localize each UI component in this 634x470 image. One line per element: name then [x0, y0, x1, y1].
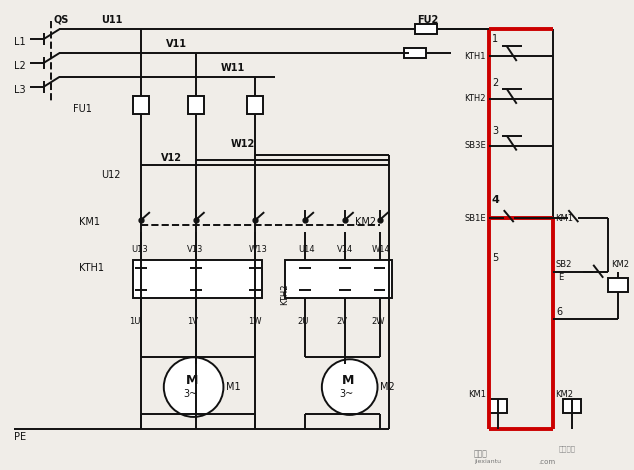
Bar [133, 96, 149, 114]
Bar [608, 278, 628, 292]
Text: 2U: 2U [297, 317, 308, 326]
Text: U12: U12 [101, 170, 120, 180]
Text: jiexiantu: jiexiantu [474, 459, 501, 464]
Text: 1U: 1U [129, 317, 140, 326]
Text: .com: .com [538, 459, 555, 465]
Text: U13: U13 [131, 245, 148, 254]
Text: M1: M1 [226, 382, 241, 392]
Text: 2V: 2V [337, 317, 348, 326]
Bar [247, 96, 263, 114]
Text: 6: 6 [557, 306, 562, 316]
Text: FU1: FU1 [74, 104, 92, 114]
Text: U11: U11 [101, 16, 122, 25]
Circle shape [322, 359, 377, 415]
Text: W14: W14 [372, 245, 391, 254]
Text: 接线图: 接线图 [474, 449, 488, 458]
Text: W12: W12 [230, 139, 255, 149]
Text: V11: V11 [165, 39, 187, 49]
Text: 4: 4 [492, 195, 500, 205]
Text: W11: W11 [221, 63, 245, 73]
Text: E: E [559, 273, 564, 282]
Text: U14: U14 [298, 245, 314, 254]
Bar [188, 96, 204, 114]
Text: 1: 1 [492, 34, 498, 44]
Text: L1: L1 [14, 37, 25, 47]
Bar [564, 399, 581, 413]
Circle shape [164, 357, 223, 417]
Text: V12: V12 [161, 154, 182, 164]
Text: M: M [342, 374, 354, 387]
Text: 1V: 1V [186, 317, 198, 326]
Text: 3: 3 [492, 125, 498, 136]
Text: SB1E: SB1E [464, 213, 486, 223]
Text: KTH2: KTH2 [281, 284, 290, 306]
Text: KM2: KM2 [611, 260, 629, 269]
Text: KM1: KM1 [79, 217, 100, 227]
Text: 2: 2 [492, 78, 498, 88]
Text: SB2: SB2 [555, 260, 572, 269]
Bar [285, 260, 392, 298]
Text: L2: L2 [14, 61, 25, 71]
Text: KM2: KM2 [555, 390, 574, 399]
Text: KTH1: KTH1 [464, 52, 486, 61]
Bar [489, 399, 507, 413]
Text: KTH2: KTH2 [464, 94, 486, 103]
Text: 3~: 3~ [184, 389, 198, 399]
Text: QS: QS [53, 14, 69, 24]
Bar [133, 260, 262, 298]
Bar [415, 24, 437, 34]
Text: 2W: 2W [372, 317, 385, 326]
Text: V13: V13 [186, 245, 203, 254]
Text: SB3E: SB3E [464, 141, 486, 150]
Text: KTH1: KTH1 [79, 263, 104, 273]
Text: KM1: KM1 [468, 390, 486, 399]
Text: 电工天下: 电工天下 [559, 446, 576, 452]
Text: 1W: 1W [249, 317, 262, 326]
Text: 5: 5 [492, 253, 498, 263]
Text: KM1: KM1 [555, 213, 574, 223]
Text: PE: PE [14, 432, 26, 442]
Text: 3~: 3~ [340, 389, 354, 399]
Text: M: M [186, 374, 198, 387]
Text: FU2: FU2 [417, 16, 439, 25]
Text: L3: L3 [14, 85, 25, 95]
Text: W13: W13 [249, 245, 267, 254]
Text: KM2: KM2 [354, 217, 376, 227]
Text: V14: V14 [337, 245, 353, 254]
Text: M2: M2 [380, 382, 394, 392]
Bar [404, 48, 426, 58]
